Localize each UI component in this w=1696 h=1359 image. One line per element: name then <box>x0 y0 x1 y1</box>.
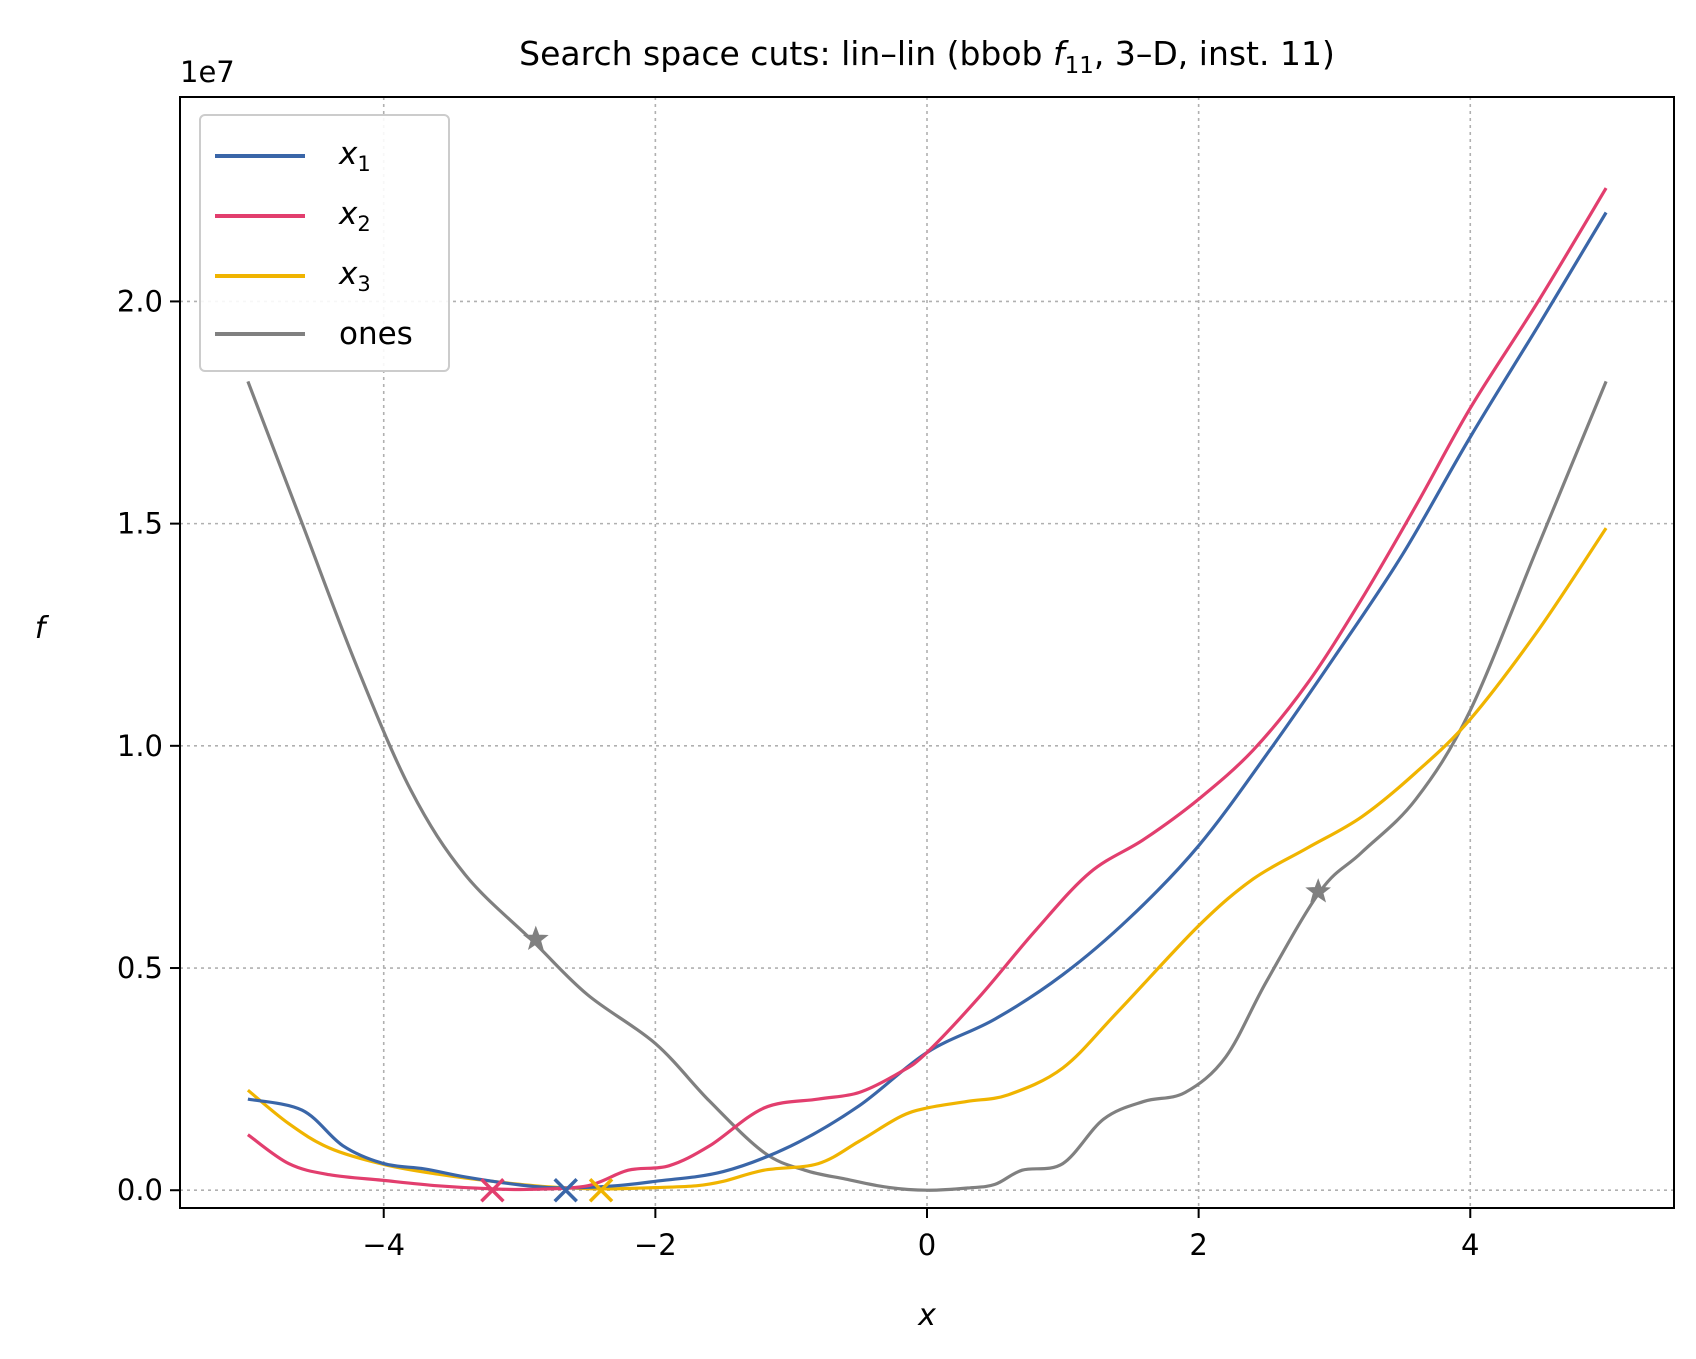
x-tick-label: −4 <box>362 1228 405 1262</box>
x-tick-label: 2 <box>1189 1228 1207 1262</box>
y-axis-label: f <box>35 611 50 646</box>
legend-label-x3: x3 <box>339 256 371 296</box>
y-tick-label: 0.5 <box>117 951 163 985</box>
legend-item-x1: x1 <box>215 136 371 176</box>
legend: x1 x2 x3 ones <box>199 114 450 372</box>
series-layer <box>246 187 1608 1192</box>
x-tick-label: 4 <box>1461 1228 1479 1262</box>
legend-line-x2 <box>215 214 305 218</box>
title-prefix: Search space cuts: lin–lin (bbob <box>519 34 1053 73</box>
marker-layer <box>480 878 1331 1203</box>
legend-label-x2: x2 <box>339 196 371 236</box>
legend-label-x1: x1 <box>339 136 371 176</box>
series-line-x2 <box>246 187 1608 1192</box>
legend-label-ones: ones <box>339 316 413 352</box>
legend-line-x1 <box>215 154 305 158</box>
y-tick-label: 1.0 <box>117 729 163 763</box>
star-marker-ones <box>523 925 549 950</box>
y-offset-label: 1e7 <box>180 55 235 89</box>
x-tick-label: −2 <box>634 1228 677 1262</box>
y-tick-label: 1.5 <box>117 507 163 541</box>
legend-line-ones <box>215 332 305 336</box>
min-marker-x2 <box>480 1177 505 1203</box>
series-line-x1 <box>247 211 1608 1190</box>
series-line-ones <box>246 380 1608 1192</box>
legend-item-ones: ones <box>215 314 413 354</box>
grid <box>180 97 1674 1208</box>
title-suffix: , 3–D, inst. 11) <box>1094 34 1335 73</box>
x-ticks: −4 −2 0 2 4 <box>362 1208 1479 1262</box>
legend-line-x3 <box>215 274 305 278</box>
legend-item-x3: x3 <box>215 256 371 296</box>
y-ticks: 0.0 0.5 1.0 1.5 2.0 <box>117 284 180 1207</box>
x-tick-label: 0 <box>918 1228 936 1262</box>
chart-title: Search space cuts: lin–lin (bbob f11, 3–… <box>519 34 1335 79</box>
min-marker-x3 <box>588 1177 614 1203</box>
y-tick-label: 2.0 <box>117 284 163 318</box>
star-marker-ones <box>1305 878 1331 903</box>
legend-item-x2: x2 <box>215 196 371 236</box>
y-tick-label: 0.0 <box>117 1173 163 1207</box>
min-marker-x1 <box>553 1177 578 1203</box>
title-sub: 11 <box>1065 53 1094 79</box>
x-axis-label: x <box>917 1298 936 1333</box>
